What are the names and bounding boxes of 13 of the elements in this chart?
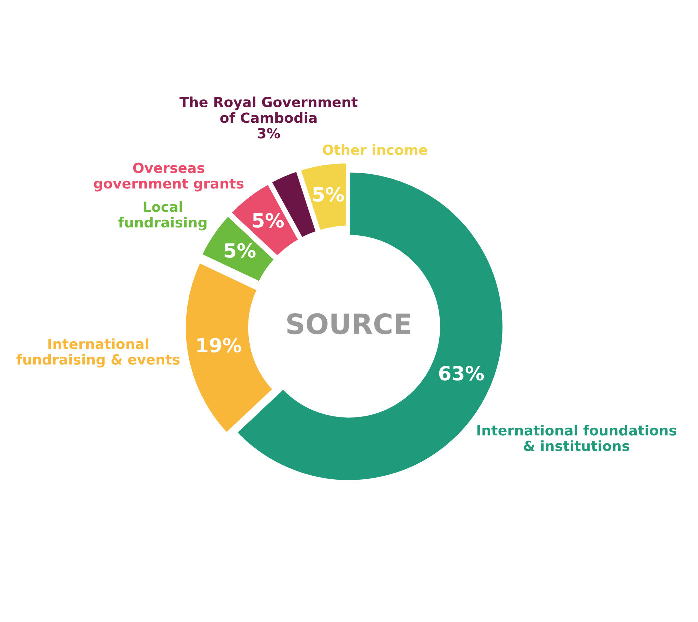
- data-label: 3%: [258, 128, 280, 139]
- data-label: 5%: [224, 243, 256, 258]
- slice-label: International foundations & institutions: [478, 425, 677, 452]
- slice-label: The Royal Government of Cambodia: [180, 96, 358, 124]
- data-label: 63%: [439, 366, 484, 381]
- data-label: 5%: [253, 213, 284, 228]
- slice-label: Local fundraising: [118, 202, 207, 231]
- slice-label: Overseas government grants: [94, 162, 244, 192]
- data-label: 5%: [313, 187, 344, 202]
- slice-label: International fundraising & events: [16, 338, 180, 368]
- text: SOURCE: [288, 314, 410, 335]
- data-label: 19%: [198, 338, 242, 353]
- slice-label: Other income: [323, 144, 428, 156]
